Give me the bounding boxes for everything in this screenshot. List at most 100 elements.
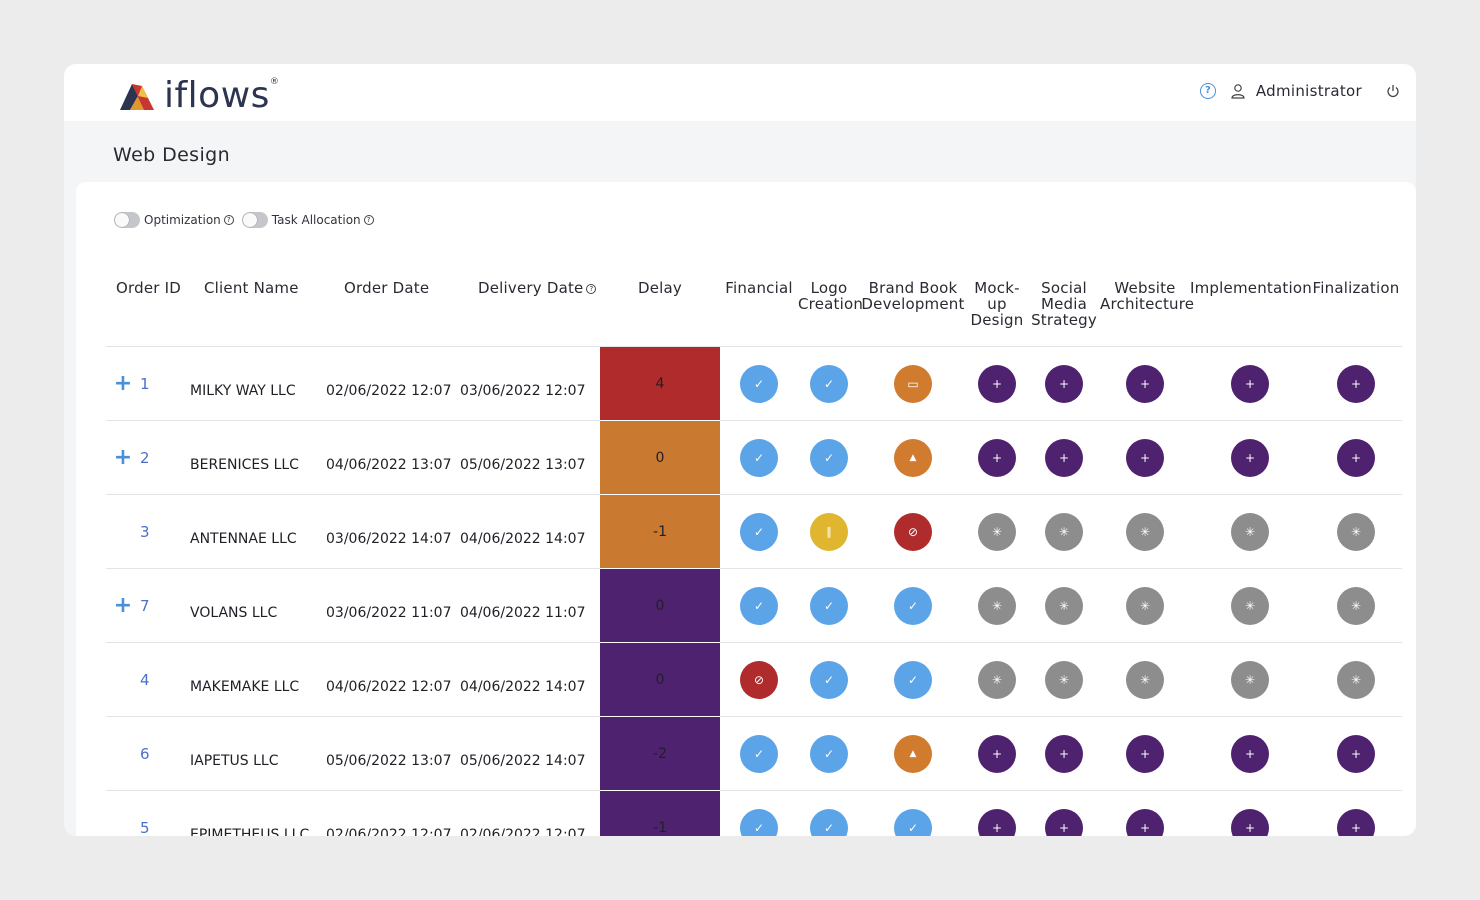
todo-status-icon[interactable]: + — [1337, 808, 1375, 836]
todo-status-icon[interactable]: + — [1231, 734, 1269, 773]
pending-status-icon[interactable]: ✳ — [1337, 512, 1375, 551]
delivery-date-help-icon[interactable]: ? — [586, 283, 597, 294]
pending-status-icon[interactable]: ✳ — [1126, 512, 1164, 551]
pending-status-icon[interactable]: ✳ — [978, 660, 1016, 699]
pending-status-icon[interactable]: ✳ — [1045, 586, 1083, 625]
header-delivery-date[interactable]: Delivery Date? — [460, 270, 600, 347]
todo-status-icon[interactable]: + — [978, 438, 1016, 477]
done-status-icon[interactable]: ✓ — [740, 586, 778, 625]
order-id-link[interactable]: 7 — [140, 596, 150, 615]
header-finalization[interactable]: Finalization — [1310, 270, 1402, 347]
table-row[interactable]: 6 IAPETUS LLC 05/06/2022 13:07 05/06/2022 1… — [106, 716, 1402, 791]
table-row[interactable]: 3 ANTENNAE LLC 03/06/2022 14:07 04/06/2022 … — [106, 494, 1402, 569]
task-allocation-switch[interactable] — [241, 212, 268, 228]
done-status-icon[interactable]: ✓ — [894, 808, 932, 836]
expand-row-icon[interactable]: + — [113, 444, 133, 470]
order-id-link[interactable]: 1 — [140, 374, 150, 393]
order-id-link[interactable]: 6 — [140, 744, 150, 763]
assigned-status-icon[interactable]: ▲ — [894, 438, 932, 477]
pending-status-icon[interactable]: ✳ — [1231, 660, 1269, 699]
header-logo-creation[interactable]: Logo Creation — [798, 270, 863, 347]
todo-status-icon[interactable]: + — [1045, 364, 1083, 403]
done-status-icon[interactable]: ✓ — [740, 364, 778, 403]
pending-status-icon[interactable]: ✳ — [1231, 512, 1269, 551]
pending-status-icon[interactable]: ✳ — [1126, 660, 1164, 699]
presentation-status-icon[interactable]: ▭ — [894, 364, 932, 403]
optimization-toggle[interactable]: Optimization ? — [114, 212, 234, 228]
header-implementation[interactable]: Implementation — [1190, 270, 1312, 347]
table-row[interactable]: 5 EPIMETHEUS LLC 02/06/2022 12:07 02/06/202… — [106, 790, 1402, 837]
optimization-help-icon[interactable]: ? — [223, 215, 234, 225]
pending-status-icon[interactable]: ✳ — [1337, 660, 1375, 699]
paused-status-icon[interactable]: ‖ — [810, 512, 848, 551]
done-status-icon[interactable]: ✓ — [740, 734, 778, 773]
pending-status-icon[interactable]: ✳ — [1337, 586, 1375, 625]
header-order-id[interactable]: Order ID — [106, 270, 190, 347]
header-website-line1: Website — [1114, 279, 1176, 297]
assigned-status-icon[interactable]: ▲ — [894, 734, 932, 773]
done-status-icon[interactable]: ✓ — [894, 660, 932, 699]
header-delay[interactable]: Delay — [600, 270, 720, 347]
todo-status-icon[interactable]: + — [978, 364, 1016, 403]
done-status-icon[interactable]: ✓ — [810, 364, 848, 403]
optimization-switch[interactable] — [114, 212, 140, 228]
blocked-status-icon[interactable]: ⊘ — [894, 512, 932, 551]
todo-status-icon[interactable]: + — [1337, 734, 1375, 773]
todo-status-icon[interactable]: + — [1126, 364, 1164, 403]
header-website-architecture[interactable]: Website Architecture — [1100, 270, 1194, 347]
pending-status-icon[interactable]: ✳ — [1045, 660, 1083, 699]
blocked-status-icon[interactable]: ⊘ — [740, 660, 778, 699]
header-financial[interactable]: Financial — [720, 270, 798, 347]
user-name[interactable]: Administrator — [1255, 82, 1362, 100]
table-header-row: Order ID Client Name Order Date Delivery… — [106, 270, 1402, 347]
todo-status-icon[interactable]: + — [1231, 364, 1269, 403]
power-icon[interactable] — [1386, 84, 1400, 98]
order-id-link[interactable]: 4 — [140, 670, 150, 689]
todo-status-icon[interactable]: + — [1126, 734, 1164, 773]
expand-row-icon[interactable]: + — [113, 370, 133, 396]
help-icon[interactable]: ? — [1199, 83, 1216, 99]
done-status-icon[interactable]: ✓ — [810, 438, 848, 477]
done-status-icon[interactable]: ✓ — [810, 734, 848, 773]
todo-status-icon[interactable]: + — [1045, 808, 1083, 836]
done-status-icon[interactable]: ✓ — [810, 660, 848, 699]
header-client-name[interactable]: Client Name — [190, 270, 326, 347]
todo-status-icon[interactable]: + — [978, 808, 1016, 836]
pending-status-icon[interactable]: ✳ — [1126, 586, 1164, 625]
header-brand-book[interactable]: Brand Book Development — [860, 270, 966, 347]
todo-status-icon[interactable]: + — [1337, 364, 1375, 403]
expand-row-icon[interactable]: + — [113, 592, 133, 618]
done-status-icon[interactable]: ✓ — [740, 438, 778, 477]
order-id-cell: 3 — [140, 494, 190, 569]
pending-status-icon[interactable]: ✳ — [1231, 586, 1269, 625]
todo-status-icon[interactable]: + — [1045, 734, 1083, 773]
todo-status-icon[interactable]: + — [978, 734, 1016, 773]
done-status-icon[interactable]: ✓ — [740, 512, 778, 551]
done-status-icon[interactable]: ✓ — [810, 586, 848, 625]
done-status-icon[interactable]: ✓ — [810, 808, 848, 836]
todo-status-icon[interactable]: + — [1337, 438, 1375, 477]
done-status-icon[interactable]: ✓ — [894, 586, 932, 625]
header-order-date[interactable]: Order Date — [326, 270, 460, 347]
done-status-icon[interactable]: ✓ — [740, 808, 778, 836]
todo-status-icon[interactable]: + — [1045, 438, 1083, 477]
logo[interactable]: iflows ® — [118, 76, 279, 116]
table-row[interactable]: +2 BERENICES LLC 04/06/2022 13:07 05/06/202… — [106, 420, 1402, 495]
table-row[interactable]: +7 VOLANS LLC 03/06/2022 11:07 04/06/2022 1… — [106, 568, 1402, 643]
order-id-link[interactable]: 3 — [140, 522, 150, 541]
table-row[interactable]: +1 MILKY WAY LLC 02/06/2022 12:07 03/06/202… — [106, 346, 1402, 421]
todo-status-icon[interactable]: + — [1126, 808, 1164, 836]
pending-status-icon[interactable]: ✳ — [978, 586, 1016, 625]
pending-status-icon[interactable]: ✳ — [978, 512, 1016, 551]
order-id-link[interactable]: 2 — [140, 448, 150, 467]
todo-status-icon[interactable]: + — [1126, 438, 1164, 477]
todo-status-icon[interactable]: + — [1231, 438, 1269, 477]
header-social-media[interactable]: Social Media Strategy — [1028, 270, 1100, 347]
header-mockup-design[interactable]: Mock-up Design — [966, 270, 1028, 347]
task-allocation-help-icon[interactable]: ? — [363, 215, 374, 225]
order-id-link[interactable]: 5 — [140, 818, 150, 837]
todo-status-icon[interactable]: + — [1231, 808, 1269, 836]
table-row[interactable]: 4 MAKEMAKE LLC 04/06/2022 12:07 04/06/2022 … — [106, 642, 1402, 717]
task-allocation-toggle[interactable]: Task Allocation ? — [241, 212, 374, 228]
pending-status-icon[interactable]: ✳ — [1045, 512, 1083, 551]
